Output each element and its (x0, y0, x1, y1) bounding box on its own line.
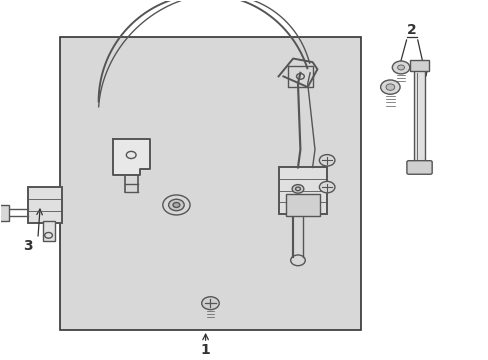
Polygon shape (113, 139, 149, 175)
Circle shape (201, 297, 219, 310)
Text: 3: 3 (23, 239, 33, 253)
Bar (0, 205, 9, 221)
Circle shape (385, 84, 394, 90)
Bar (278, 167, 326, 214)
Bar (28, 187, 62, 223)
Text: 1: 1 (200, 343, 210, 357)
Bar (285, 194, 319, 216)
Text: 2: 2 (407, 23, 416, 37)
Circle shape (163, 195, 190, 215)
Bar (42, 221, 55, 241)
Circle shape (291, 185, 303, 193)
Bar (409, 60, 428, 71)
Circle shape (168, 199, 184, 211)
Circle shape (319, 154, 334, 166)
Bar (60, 37, 361, 330)
FancyBboxPatch shape (406, 161, 431, 174)
Circle shape (397, 65, 404, 70)
Circle shape (380, 80, 399, 94)
Circle shape (391, 61, 409, 74)
Circle shape (173, 202, 180, 207)
Circle shape (319, 181, 334, 193)
Bar (413, 66, 425, 166)
